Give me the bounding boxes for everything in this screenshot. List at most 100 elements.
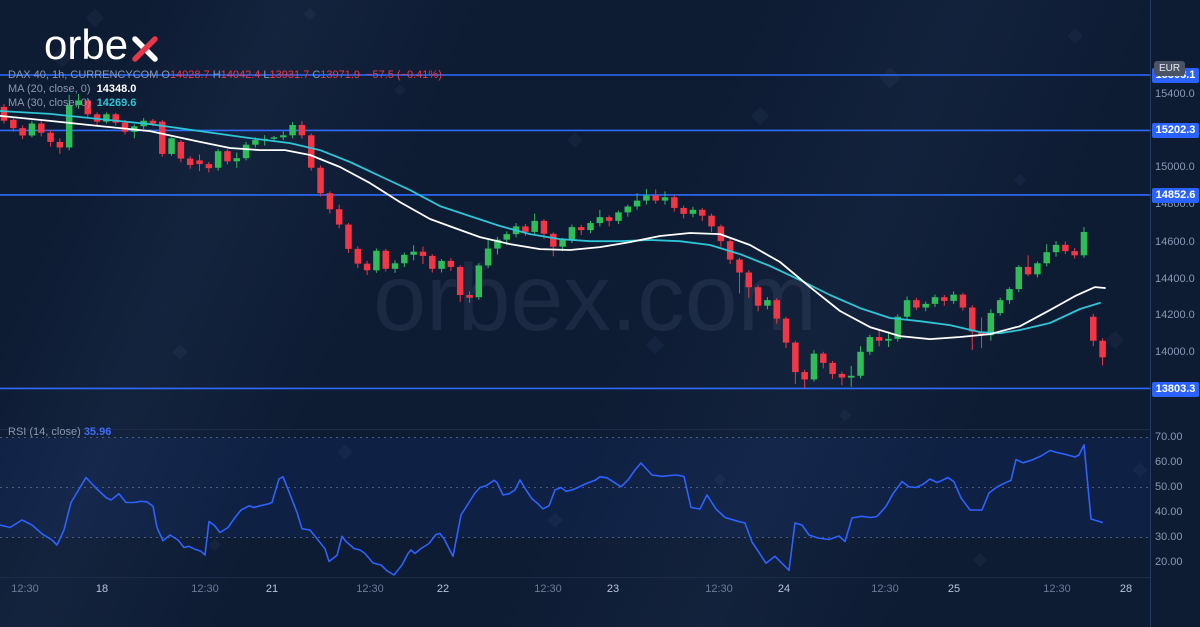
price-tick-label: 60.00 [1155,456,1183,468]
decor-diamond [567,132,583,148]
time-tick-label: 12:30 [534,583,562,595]
candle [922,303,929,308]
candle [37,123,45,133]
time-tick-label: 12:30 [1043,583,1071,595]
ma20-legend-row: MA (20, close, 0) 14348.0 [8,82,445,96]
candle [866,337,874,352]
symbol-title-row: DAX 40, 1h, CURRENCYCOM O14028.7 H14042.4 L… [8,68,445,82]
candle [568,227,576,241]
decor-diamond [1013,173,1027,187]
time-tick-label: 12:30 [705,583,733,595]
candle [56,141,64,148]
candle [112,114,119,123]
time-tick-label: 12:30 [11,583,39,595]
candle [1090,316,1097,341]
candle [345,224,352,249]
time-tick-label: 22 [436,583,450,595]
decor-diamond [172,344,188,360]
currency-badge[interactable]: EUR [1154,61,1186,76]
price-tick-label: 14000.0 [1155,346,1195,358]
candle [233,158,240,162]
candle [903,300,911,317]
candle [838,373,846,378]
candle [75,100,82,106]
candle [633,200,641,207]
time-tick-label: 21 [265,583,279,595]
candle [671,197,678,208]
candle [242,144,250,159]
decor-diamond [972,552,988,568]
candle [270,137,278,139]
time-tick-label: 25 [947,583,961,595]
candle [121,122,129,132]
candle [354,248,362,264]
time-tick-label: 12:30 [871,583,899,595]
ma20-line [0,115,1106,341]
candle [894,316,902,339]
candle [447,260,455,267]
candle [745,272,753,288]
decor-diamond [1132,462,1148,478]
candle [419,251,427,256]
candle [559,240,566,247]
candle [289,124,296,136]
ohlc-value: 13971.9 [320,69,361,81]
candle [65,105,73,148]
price-tick-label: 40.00 [1155,506,1183,518]
ohlc-key: L [263,69,270,81]
candle [186,158,194,165]
candle [484,248,492,266]
ma30-legend-row: MA (30, close, 0) 14269.6 [8,96,445,110]
decor-diamond [547,512,563,528]
decor-diamond [879,67,901,89]
candle [754,287,762,306]
candle [475,265,483,298]
candle [708,215,715,227]
price-tick-label: 50.00 [1155,481,1183,493]
candle [1099,340,1106,358]
candle [19,128,26,136]
ma30-value: 14269.6 [96,97,137,109]
time-axis[interactable]: 12:30 18 12:30 21 12:30 22 12:30 23 12:30 24 12:30… [0,577,1150,607]
candle [410,251,417,255]
candle [168,138,175,154]
candle [978,331,985,336]
candle [540,220,548,234]
time-tick-label: 18 [95,583,109,595]
candle [810,353,818,380]
ohlc-key: C [312,69,321,81]
candle [950,294,957,301]
decor-diamond [750,106,770,126]
ohlc-values: O14028.7 H14042.4 L13931.7 C13971.9 [161,69,363,81]
candle [987,313,995,336]
rsi-value: 35.96 [83,426,112,438]
candle [875,337,883,341]
candle [652,195,659,201]
time-tick-label: 12:30 [356,583,384,595]
rsi-band [0,437,1150,538]
candle [103,114,110,122]
candle [214,151,222,168]
ma30-label: MA (30, close, 0) [8,97,91,109]
candle [1024,266,1032,275]
candle [382,250,389,269]
candle [736,259,743,273]
candle [680,207,687,214]
price-tick-label: 30.00 [1155,531,1183,543]
candle [466,294,473,298]
price-tick-label: 14400.0 [1155,273,1195,285]
decor-diamond [838,408,852,422]
ohlc-value: 14042.4 [220,69,261,81]
logo-text: orbe [44,21,129,68]
rsi-line [0,443,1104,576]
candle [857,351,864,376]
candle [196,160,203,165]
candle [205,164,213,169]
candle [224,151,231,162]
price-tick-label: 14200.0 [1155,309,1195,321]
time-tick-label: 24 [777,583,791,595]
candle [587,223,594,231]
price-axis[interactable]: 15400.0 15000.0 14800.0 14600.0 14400.0 14200… [1150,0,1200,627]
candle [159,121,166,154]
